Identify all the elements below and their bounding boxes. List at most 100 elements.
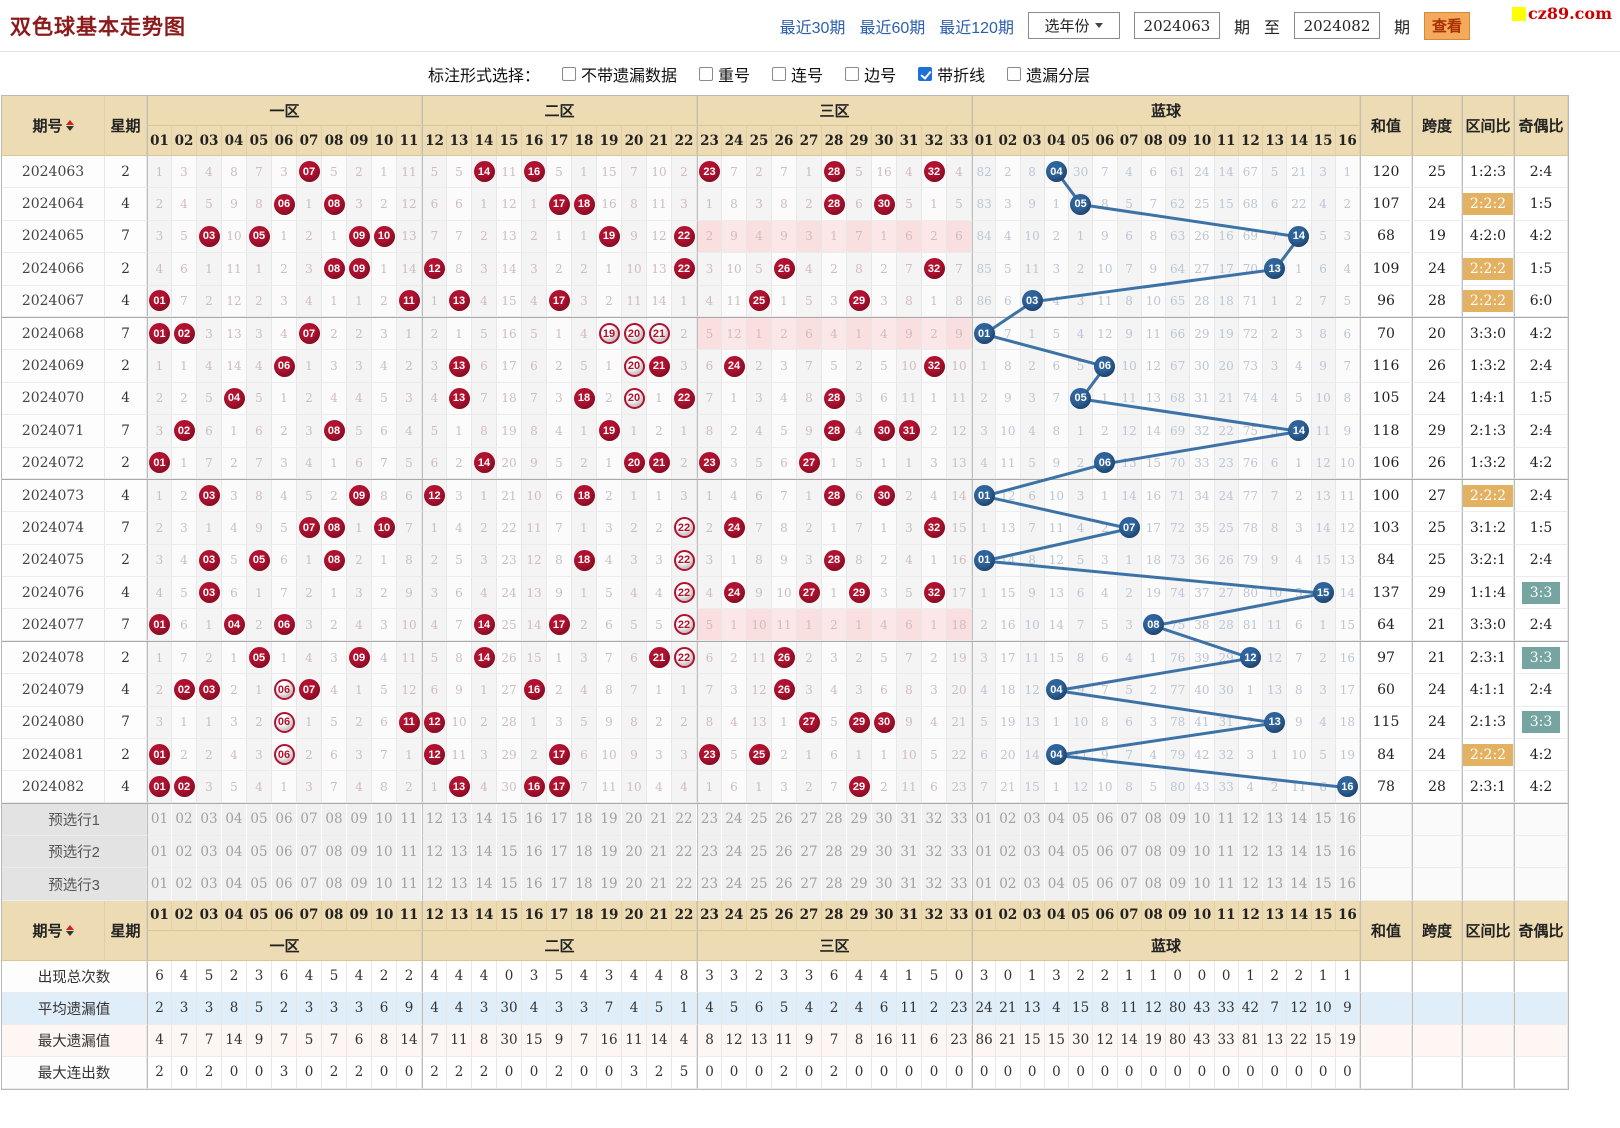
preselect-number[interactable]: 14 [472,836,497,869]
preselect-number[interactable]: 13 [447,836,472,869]
preselect-number[interactable]: 10 [372,868,397,901]
preselect-number[interactable]: 11 [1214,836,1239,869]
preselect-number[interactable]: 17 [547,803,572,837]
preselect-number[interactable]: 03 [197,868,222,901]
preselect-number[interactable]: 14 [1287,836,1312,869]
preselect-number[interactable]: 05 [1069,803,1094,837]
preselect-number[interactable]: 16 [522,836,547,869]
sort-icon[interactable] [65,924,74,936]
preselect-number[interactable]: 06 [272,836,297,869]
col-header-period[interactable]: 期号 [2,96,105,156]
preselect-number[interactable]: 07 [1117,836,1142,869]
preselect-number[interactable]: 28 [822,868,847,901]
to-period-input[interactable] [1293,12,1380,39]
preselect-number[interactable]: 19 [597,836,622,869]
preselect-number[interactable]: 06 [1093,868,1118,901]
preselect-number[interactable]: 22 [672,803,697,837]
preselect-number[interactable]: 22 [672,836,697,869]
preselect-number[interactable]: 03 [197,836,222,869]
filter-checkbox-1[interactable]: 不带遗漏数据 [562,62,677,86]
preselect-number[interactable]: 19 [597,868,622,901]
preselect-number[interactable]: 12 [422,836,447,869]
preselect-number[interactable]: 32 [922,868,947,901]
preselect-number[interactable]: 09 [1166,868,1191,901]
preselect-number[interactable]: 18 [572,868,597,901]
preselect-number[interactable]: 29 [847,868,872,901]
preselect-number[interactable]: 14 [1287,803,1312,837]
link-recent-120[interactable]: 最近120期 [939,19,1014,37]
link-recent-30[interactable]: 最近30期 [779,19,846,37]
preselect-number[interactable]: 26 [772,803,797,837]
preselect-number[interactable]: 06 [272,868,297,901]
preselect-number[interactable]: 12 [1238,868,1263,901]
preselect-number[interactable]: 07 [297,803,322,837]
preselect-number[interactable]: 02 [172,836,197,869]
filter-checkbox-5[interactable]: 带折线 [918,62,985,86]
preselect-number[interactable]: 23 [697,803,722,837]
preselect-number[interactable]: 04 [1044,836,1069,869]
preselect-number[interactable]: 29 [847,836,872,869]
preselect-number[interactable]: 30 [872,803,897,837]
preselect-number[interactable]: 01 [147,868,172,901]
preselect-number[interactable]: 18 [572,803,597,837]
preselect-number[interactable]: 23 [697,868,722,901]
preselect-number[interactable]: 13 [447,803,472,837]
preselect-number[interactable]: 11 [1214,868,1239,901]
preselect-number[interactable]: 19 [597,803,622,837]
preselect-number[interactable]: 29 [847,803,872,837]
preselect-number[interactable]: 21 [647,803,672,837]
preselect-number[interactable]: 10 [372,803,397,837]
preselect-number[interactable]: 16 [1335,803,1360,837]
preselect-number[interactable]: 21 [647,868,672,901]
preselect-number[interactable]: 27 [797,803,822,837]
preselect-number[interactable]: 07 [1117,803,1142,837]
preselect-number[interactable]: 06 [1093,803,1118,837]
preselect-number[interactable]: 15 [1311,836,1336,869]
preselect-number[interactable]: 13 [1263,803,1288,837]
preselect-number[interactable]: 10 [1190,803,1215,837]
preselect-number[interactable]: 14 [472,868,497,901]
preselect-number[interactable]: 05 [247,803,272,837]
preselect-number[interactable]: 03 [1020,803,1045,837]
preselect-number[interactable]: 05 [247,868,272,901]
from-period-input[interactable] [1133,12,1220,39]
preselect-number[interactable]: 23 [697,836,722,869]
preselect-number[interactable]: 33 [947,803,972,837]
preselect-number[interactable]: 28 [822,836,847,869]
preselect-number[interactable]: 04 [222,836,247,869]
preselect-number[interactable]: 16 [522,803,547,837]
preselect-number[interactable]: 08 [1141,836,1166,869]
preselect-number[interactable]: 08 [1141,803,1166,837]
preselect-number[interactable]: 07 [1117,868,1142,901]
preselect-number[interactable]: 31 [897,868,922,901]
preselect-number[interactable]: 13 [1263,868,1288,901]
preselect-number[interactable]: 25 [747,803,772,837]
preselect-number[interactable]: 33 [947,836,972,869]
preselect-number[interactable]: 15 [497,803,522,837]
preselect-number[interactable]: 21 [647,836,672,869]
preselect-number[interactable]: 31 [897,803,922,837]
preselect-number[interactable]: 15 [1311,803,1336,837]
preselect-number[interactable]: 03 [197,803,222,837]
preselect-number[interactable]: 27 [797,836,822,869]
preselect-number[interactable]: 02 [172,868,197,901]
preselect-number[interactable]: 04 [1044,803,1069,837]
preselect-number[interactable]: 09 [347,803,372,837]
preselect-number[interactable]: 33 [947,868,972,901]
filter-checkbox-6[interactable]: 遗漏分层 [1007,62,1090,86]
preselect-number[interactable]: 01 [147,803,172,837]
preselect-number[interactable]: 12 [422,868,447,901]
preselect-number[interactable]: 24 [722,803,747,837]
preselect-number[interactable]: 16 [1335,836,1360,869]
view-button[interactable]: 查看 [1424,11,1470,40]
preselect-label[interactable]: 预选行2 [2,836,147,869]
preselect-number[interactable]: 15 [497,836,522,869]
preselect-number[interactable]: 02 [172,803,197,837]
preselect-number[interactable]: 12 [1238,803,1263,837]
site-logo[interactable]: cz89.com [1511,4,1612,23]
preselect-number[interactable]: 14 [472,803,497,837]
preselect-number[interactable]: 04 [222,868,247,901]
preselect-number[interactable]: 13 [447,868,472,901]
preselect-number[interactable]: 09 [1166,803,1191,837]
preselect-number[interactable]: 27 [797,868,822,901]
